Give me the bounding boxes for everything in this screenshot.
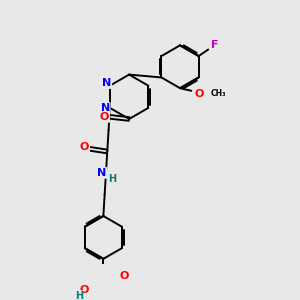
Text: CH₃: CH₃ [211, 89, 226, 98]
Text: O: O [194, 89, 204, 99]
Text: O: O [80, 142, 89, 152]
Text: O: O [79, 285, 89, 295]
Text: H: H [75, 291, 83, 300]
Text: N: N [102, 78, 111, 88]
Text: N: N [98, 168, 107, 178]
Text: N: N [100, 103, 110, 113]
Text: H: H [108, 174, 116, 184]
Text: O: O [120, 271, 129, 281]
Text: F: F [211, 40, 218, 50]
Text: O: O [100, 112, 109, 122]
